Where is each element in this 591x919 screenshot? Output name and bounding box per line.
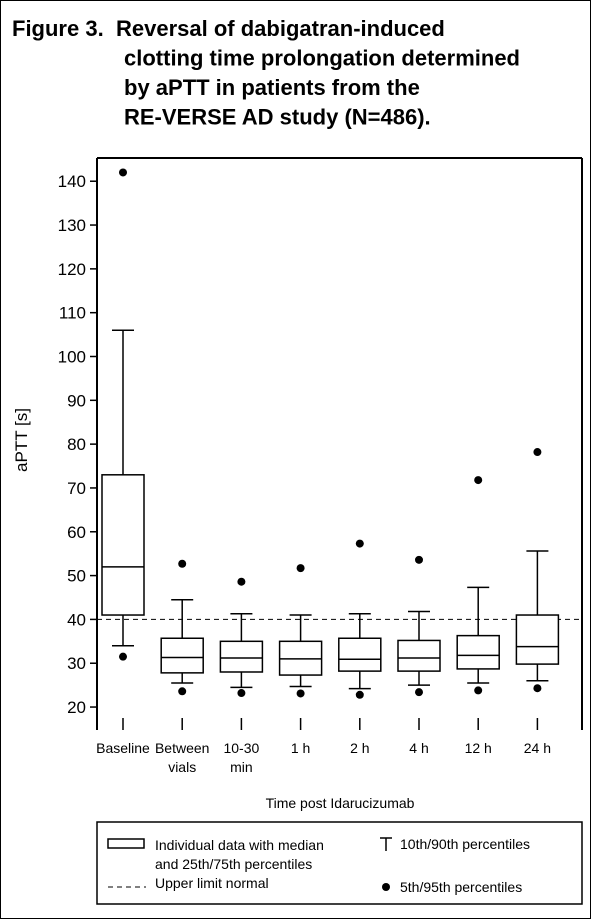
p5-dot	[178, 687, 187, 696]
y-tick-label: 110	[59, 304, 86, 323]
y-tick-label: 100	[58, 347, 86, 366]
y-tick-label: 60	[67, 523, 86, 542]
p95-dot	[474, 476, 483, 485]
y-axis-label: aPTT [s]	[12, 408, 31, 472]
x-tick-label: 4 h	[409, 740, 428, 756]
y-tick-label: 50	[67, 567, 86, 586]
box	[160, 637, 204, 674]
p5-dot	[119, 652, 127, 661]
p5-dot	[237, 689, 246, 698]
legend-whisker-icon	[380, 837, 392, 851]
chart-title: by aPTT in patients from the	[124, 75, 420, 100]
x-tick-label: 24 h	[524, 740, 551, 756]
legend-dot-label: 5th/95th percentiles	[400, 879, 522, 895]
x-tick-label-line: 24 h	[524, 740, 551, 756]
y-tick-label: 20	[67, 698, 86, 717]
p95-dot	[296, 564, 305, 573]
legend-box-label: Individual data with median and 25th/75th…	[155, 837, 324, 872]
legend-frame	[96, 821, 583, 905]
box	[456, 634, 500, 670]
y-tick-label: 30	[67, 654, 86, 673]
y-tick-label: 120	[58, 260, 86, 279]
x-axis-label: Time post Idarucizumab	[266, 795, 415, 811]
x-tick-label: Between vials	[155, 740, 209, 775]
p95-dot	[533, 448, 542, 457]
box	[515, 614, 560, 665]
y-tick-label: 130	[58, 216, 86, 235]
p95-dot	[178, 559, 187, 568]
legend-box-label-line: and 25th/75th percentiles	[155, 856, 312, 872]
p5-dot	[296, 689, 305, 698]
figure-label: Figure 3.	[12, 16, 104, 41]
legend-box-icon	[107, 838, 145, 849]
box	[219, 640, 264, 673]
chart-title: clotting time prolongation determined	[124, 46, 520, 71]
y-tick-label: 80	[67, 435, 86, 454]
p5-dot	[355, 690, 364, 699]
y-tick-label: 40	[67, 610, 86, 629]
legend-ref-label: Upper limit normal	[155, 875, 269, 891]
p5-dot	[533, 684, 542, 693]
x-tick-label: 12 h	[465, 740, 492, 756]
x-tick-label-line: 10-30	[223, 740, 259, 756]
box	[101, 474, 145, 616]
x-tick-label-line: 12 h	[465, 740, 492, 756]
x-tick-label: 10-30 min	[223, 740, 259, 775]
x-tick-label-line: vials	[168, 759, 196, 775]
x-tick-label: Baseline	[96, 740, 150, 756]
y-tick-label: 90	[67, 391, 86, 410]
legend-dot-icon	[382, 883, 390, 891]
x-tick-label-line: Between	[155, 740, 209, 756]
legend-box-label-line: Individual data with median	[155, 837, 324, 853]
y-tick-label: 140	[58, 172, 86, 191]
box	[338, 637, 382, 672]
chart-title: RE-VERSE AD study (N=486).	[124, 105, 431, 130]
legend-whisker-label: 10th/90th percentiles	[400, 836, 530, 852]
x-tick-label-line: Baseline	[96, 740, 150, 756]
y-tick-label: 70	[67, 479, 86, 498]
box	[397, 639, 441, 672]
p95-dot	[237, 577, 246, 586]
p5-dot	[415, 688, 423, 697]
p95-dot	[415, 555, 423, 564]
x-tick-label-line: 4 h	[409, 740, 428, 756]
chart-title: Reversal of dabigatran-induced	[116, 16, 445, 41]
x-tick-label-line: 1 h	[291, 740, 310, 756]
x-tick-label: 1 h	[291, 740, 310, 756]
p5-dot	[474, 686, 483, 695]
x-tick-label-line: 2 h	[350, 740, 369, 756]
x-tick-label-line: min	[230, 759, 253, 775]
p95-dot	[355, 539, 364, 548]
p95-dot	[119, 168, 127, 177]
x-tick-label: 2 h	[350, 740, 369, 756]
